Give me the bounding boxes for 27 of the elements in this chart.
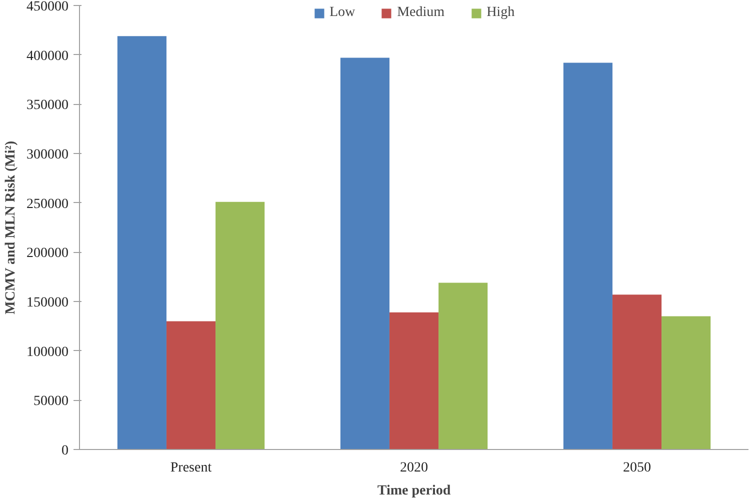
- bar: [612, 294, 662, 450]
- x-tick-label: 2020: [400, 460, 428, 476]
- bar: [662, 316, 711, 450]
- y-tick-label: 350000: [26, 98, 68, 114]
- bar: [340, 58, 390, 450]
- x-tick-label: Present: [170, 460, 212, 476]
- y-tick-label: 50000: [34, 394, 68, 410]
- bar: [389, 312, 439, 450]
- bar: [438, 282, 488, 450]
- y-tick-label: 150000: [26, 296, 68, 310]
- x-tick-label: 2050: [623, 460, 651, 476]
- y-tick-label: 200000: [26, 246, 68, 262]
- y-tick-label: 400000: [26, 48, 68, 64]
- legend-label: Low: [329, 5, 356, 21]
- y-tick-label: 450000: [26, 0, 68, 14]
- y-tick-label: 250000: [26, 196, 68, 212]
- bar: [216, 202, 265, 450]
- legend-label: Medium: [397, 5, 445, 21]
- legend-label: High: [486, 5, 515, 21]
- x-axis-title: Time period: [377, 484, 451, 498]
- y-tick-label: 0: [62, 444, 68, 458]
- y-tick-label: 300000: [26, 148, 68, 162]
- y-axis-title: MCMV and MLN Risk (Mi²): [4, 140, 18, 314]
- bar: [166, 321, 216, 450]
- bar: [563, 62, 612, 450]
- y-tick-label: 100000: [26, 344, 68, 360]
- bar: [117, 36, 166, 450]
